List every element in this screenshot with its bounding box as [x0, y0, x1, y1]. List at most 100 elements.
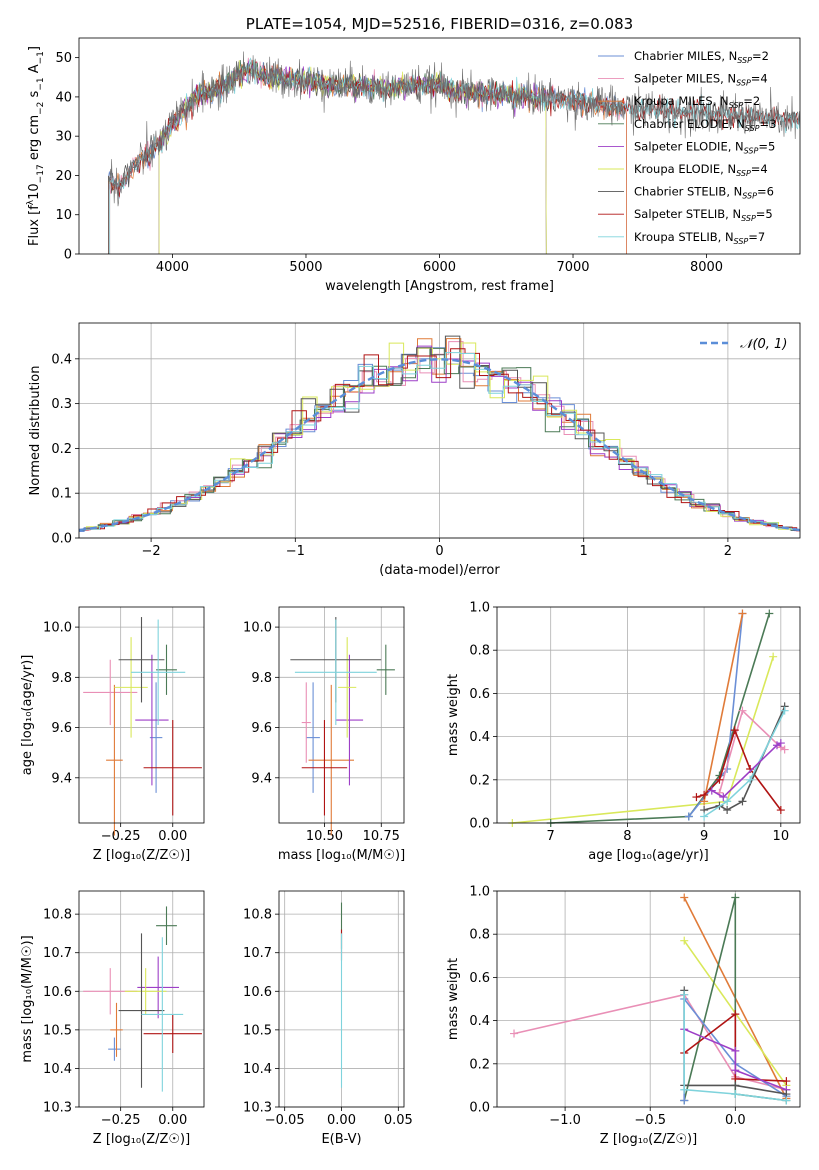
legend-n-value: =2	[743, 94, 760, 108]
legend-entry: Salpeter ELODIE, NSSP=5	[634, 139, 775, 155]
x-tick-label: 8000	[690, 260, 723, 275]
y-tick-label: 10.7	[43, 946, 72, 961]
legend-model-name: Kroupa MILES,	[634, 94, 720, 108]
y-tick-label: 0.4	[469, 730, 490, 745]
point-marker	[707, 786, 716, 795]
y-tick-label: 10.6	[43, 985, 72, 1000]
x-tick-label: 0.00	[327, 1113, 356, 1128]
legend-entry: Kroupa ELODIE, NSSP=4	[634, 162, 768, 178]
x-axis-label: Z [log₁₀(Z/Z☉)]	[93, 848, 190, 863]
y-tick-label: 10.3	[43, 1101, 72, 1116]
plot-frame	[78, 322, 801, 539]
y-tick-label: 10.8	[243, 908, 272, 923]
y-tick-label: 0.8	[469, 928, 490, 943]
legend-n-value: =5	[758, 139, 775, 153]
plot-frame	[78, 606, 205, 824]
point-marker	[782, 1077, 791, 1086]
y-tick-label: 0.8	[469, 644, 490, 659]
y-tick-label: 1.0	[469, 885, 490, 900]
y-tick-label: 0.4	[51, 352, 72, 367]
point-marker	[680, 1085, 689, 1094]
legend-entry: Kroupa MILES, NSSP=2	[634, 94, 760, 110]
legend-n-sub: SSP	[736, 169, 751, 178]
x-tick-label: 0	[435, 544, 443, 559]
x-tick-label: 10.75	[363, 829, 400, 844]
point-marker	[738, 797, 747, 806]
y-axis-label: age [log₁₀(age/yr)]	[20, 655, 35, 776]
y-tick-label: 0.4	[469, 1014, 490, 1029]
x-tick-label: 10.50	[306, 829, 343, 844]
age_vs_Z-panel: −0.25 0.00 9.4 9.6 9.8 10.0 Z [log₁₀(Z/Z☉)] age…	[20, 606, 205, 863]
point-marker	[684, 812, 693, 821]
y-axis-label: mass weight	[446, 674, 461, 756]
point-marker	[680, 1096, 689, 1105]
normal-curve	[79, 358, 800, 532]
legend-n-value: =2	[752, 49, 769, 63]
chart-title: PLATE=1054, MJD=52516, FIBERID=0316, z=0…	[246, 15, 633, 33]
plot-frame	[78, 890, 205, 1108]
legend-entry: 𝒩(0, 1)	[740, 337, 787, 352]
panels-group: 4000 5000 6000 7000 800001020304050wavelengt…	[20, 15, 801, 1147]
point-marker	[782, 1096, 791, 1105]
y-tick-label: 10.0	[43, 621, 72, 636]
legend-n-prefix: N	[720, 94, 729, 108]
legend-n-value: =7	[748, 230, 765, 244]
point-marker	[731, 893, 740, 902]
y-tick-label: 9.6	[251, 721, 272, 736]
plot-frame	[278, 890, 405, 1108]
x-axis-label: Z [log₁₀(Z/Z☉)]	[93, 1132, 190, 1147]
point-marker	[776, 806, 785, 815]
x-axis-label: E(B-V)	[321, 1132, 361, 1147]
y-tick-label: 40	[55, 90, 72, 105]
legend-n-sub: SSP	[741, 214, 756, 223]
y-axis-label: mass weight	[446, 958, 461, 1040]
spectrum-lines	[108, 51, 800, 254]
y-tick-label: 50	[55, 51, 72, 66]
x-axis-label: (data-model)/error	[379, 563, 500, 578]
y-tick-label: 30	[55, 130, 72, 145]
legend-n-sub: SSP	[729, 101, 744, 110]
weight_vs_age-panel: 7 8 9 10 0.0 0.2 0.4 0.6 0.8 1.0 age [log₁₀(age/yr…	[446, 601, 801, 863]
legend-model-name: Chabrier ELODIE,	[634, 117, 736, 131]
x-tick-label: 6000	[423, 260, 456, 275]
point-marker	[715, 775, 724, 784]
y-tick-label: 9.6	[51, 721, 72, 736]
x-tick-label: −1	[286, 544, 305, 559]
legend-n-prefix: N	[725, 230, 734, 244]
y-tick-label: 9.4	[251, 771, 272, 786]
legend-n-prefix: N	[735, 139, 744, 153]
y-tick-label: 10.0	[243, 621, 272, 636]
y-tick-label: 0.0	[469, 1101, 490, 1116]
y-axis-label: Normed distribution	[28, 366, 43, 496]
legend-n-sub: SSP	[737, 56, 752, 65]
x-tick-label: 0.0	[725, 1113, 746, 1128]
legend-n-sub: SSP	[745, 124, 760, 133]
legend-entry: Chabrier MILES, NSSP=2	[634, 49, 769, 65]
y-tick-label: 0.1	[51, 487, 72, 502]
legend-n-value: =4	[751, 162, 768, 176]
legend-model-name: Chabrier MILES,	[634, 49, 729, 63]
y-tick-label: 0.2	[469, 773, 490, 788]
y-tick-label: 0.2	[51, 442, 72, 457]
y-tick-label: 10.4	[43, 1062, 72, 1077]
y-axis-label-part: λ	[26, 199, 36, 205]
x-axis-label: Z [log₁₀(Z/Z☉)]	[600, 1132, 697, 1147]
point-marker	[780, 706, 789, 715]
legend-n-prefix: N	[727, 72, 736, 86]
x-tick-label: 0.00	[158, 829, 187, 844]
legend-model-name: Salpeter STELIB,	[634, 207, 732, 221]
y-tick-label: 10.5	[43, 1023, 72, 1038]
x-tick-label: 0.00	[158, 1113, 187, 1128]
legend-n-sub: SSP	[744, 146, 759, 155]
series-line	[513, 993, 787, 1091]
y-tick-label: 9.8	[51, 671, 72, 686]
x-tick-label: −1.0	[549, 1113, 581, 1128]
legend-entry: Kroupa STELIB, NSSP=7	[634, 230, 765, 246]
x-tick-label: 0.05	[384, 1113, 413, 1128]
x-tick-label: −0.05	[265, 1113, 305, 1128]
x-tick-label: 8	[623, 829, 631, 844]
y-axis-label-part: 10	[27, 183, 42, 200]
y-axis-label-part: A	[27, 64, 42, 77]
